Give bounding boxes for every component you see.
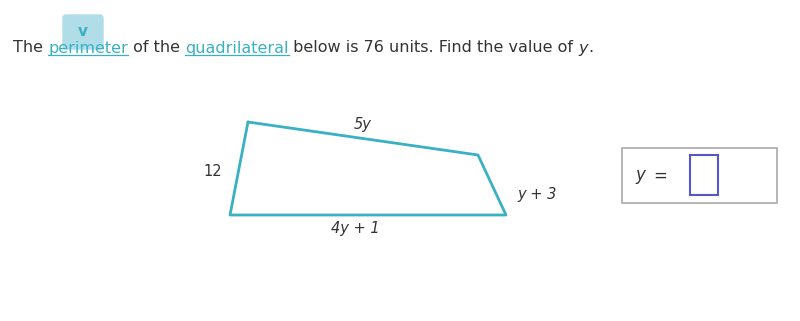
- Text: =: =: [653, 167, 667, 185]
- Text: 12: 12: [203, 164, 222, 179]
- FancyBboxPatch shape: [690, 155, 718, 195]
- Text: .: .: [588, 40, 594, 56]
- Text: 5y: 5y: [354, 117, 372, 133]
- Text: v: v: [78, 24, 88, 39]
- Text: The: The: [13, 40, 48, 56]
- Text: below is 76 units. Find the value of: below is 76 units. Find the value of: [289, 40, 578, 56]
- Text: quadrilateral: quadrilateral: [185, 40, 289, 56]
- Text: of the: of the: [128, 40, 185, 56]
- Text: 4y + 1: 4y + 1: [330, 221, 379, 236]
- Text: y: y: [635, 167, 645, 185]
- Text: y + 3: y + 3: [517, 187, 556, 203]
- FancyBboxPatch shape: [622, 148, 777, 203]
- Text: y: y: [578, 40, 588, 56]
- FancyBboxPatch shape: [63, 15, 103, 49]
- Text: perimeter: perimeter: [48, 40, 128, 56]
